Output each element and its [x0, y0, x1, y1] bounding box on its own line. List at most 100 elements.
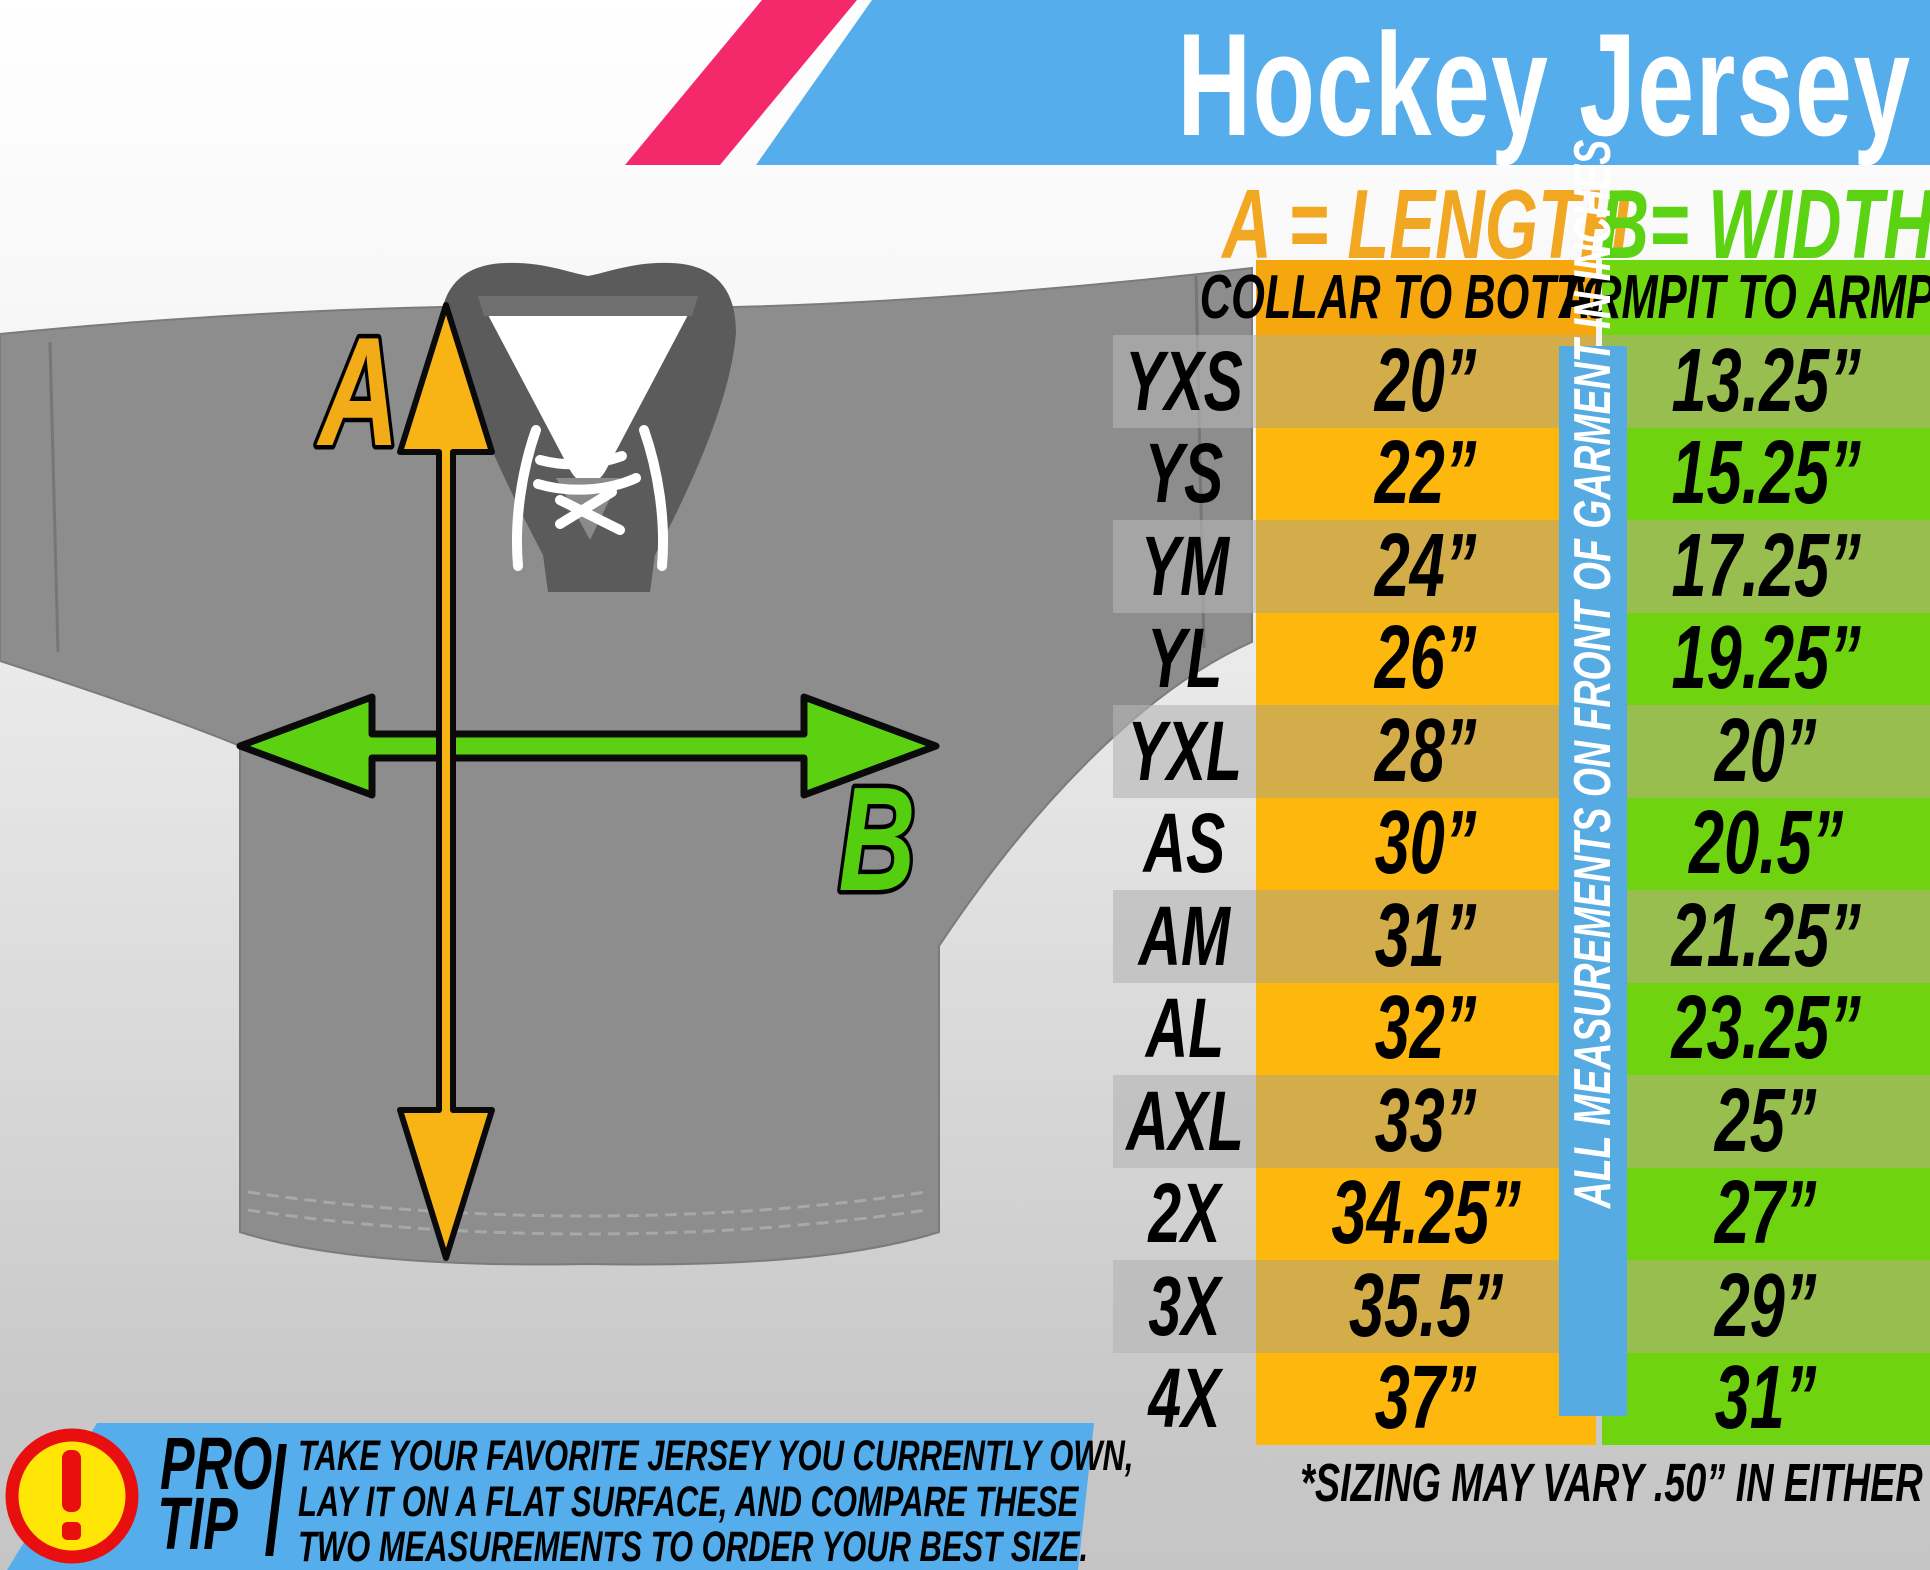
- width-cell: 20”: [1602, 701, 1930, 801]
- measurement-note-ribbon: ALL MEASUREMENTS ON FRONT OF GARMENT IN …: [1559, 140, 1627, 1416]
- page-title: Hockey Jersey: [1020, 6, 1930, 164]
- width-value: 21.25”: [1671, 885, 1861, 986]
- width-value: 20”: [1715, 700, 1817, 801]
- width-value: 27”: [1715, 1163, 1817, 1264]
- width-arrow: [236, 693, 940, 799]
- size-cell: 3X: [1113, 1258, 1256, 1353]
- length-value: 32”: [1375, 978, 1477, 1079]
- size-value: YXS: [1125, 333, 1244, 428]
- length-value: 24”: [1375, 515, 1477, 616]
- table-row: YXL 28” 20”: [1113, 701, 1930, 801]
- table-row: 2X 34.25” 27”: [1113, 1163, 1930, 1263]
- protip-body-line1: TAKE YOUR FAVORITE JERSEY YOU CURRENTLY …: [298, 1432, 1134, 1480]
- width-cell: 13.25”: [1602, 331, 1930, 431]
- width-cell: 25”: [1602, 1071, 1930, 1171]
- table-row: YM 24” 17.25”: [1113, 516, 1930, 616]
- table-row: AXL 33” 25”: [1113, 1071, 1930, 1171]
- left-cuff-seam: [48, 341, 60, 653]
- size-cell: YXS: [1113, 333, 1256, 428]
- length-value: 28”: [1375, 700, 1477, 801]
- size-value: AS: [1143, 796, 1226, 891]
- table-row: YXS 20” 13.25”: [1113, 331, 1930, 431]
- length-value: 22”: [1375, 423, 1477, 524]
- width-column-header-text: ARMPIT TO ARMPIT: [1558, 263, 1930, 332]
- length-cell: 20”: [1256, 331, 1596, 431]
- collar-inset: [478, 296, 698, 484]
- size-cell: AM: [1113, 888, 1256, 983]
- width-cell: 20.5”: [1602, 793, 1930, 893]
- size-cell: 2X: [1113, 1166, 1256, 1261]
- length-cell: 22”: [1256, 423, 1596, 523]
- size-cell: YM: [1113, 519, 1256, 613]
- width-value: 29”: [1715, 1255, 1817, 1356]
- size-cell: YL: [1113, 611, 1256, 706]
- size-value: 3X: [1148, 1258, 1221, 1353]
- width-cell: 27”: [1602, 1163, 1930, 1263]
- size-value: AL: [1145, 981, 1224, 1076]
- width-column-header: ARMPIT TO ARMPIT: [1559, 260, 1930, 335]
- length-value: 26”: [1375, 608, 1477, 709]
- length-value: 30”: [1375, 793, 1477, 894]
- width-cell: 15.25”: [1602, 423, 1930, 523]
- size-value: YXL: [1127, 703, 1242, 798]
- protip-body: TAKE YOUR FAVORITE JERSEY YOU CURRENTLY …: [298, 1433, 1133, 1570]
- width-cell: 29”: [1602, 1256, 1930, 1356]
- collar-laces: [511, 425, 669, 571]
- length-cell: 35.5”: [1256, 1256, 1596, 1356]
- length-letter-label: A: [316, 305, 399, 478]
- table-row: 3X 35.5” 29”: [1113, 1256, 1930, 1356]
- length-cell: 37”: [1256, 1348, 1596, 1448]
- jersey-illustration: [0, 262, 1253, 1266]
- width-value: 23.25”: [1671, 978, 1861, 1079]
- protip-body-line3: TWO MEASUREMENTS TO ORDER YOUR BEST SIZE…: [298, 1523, 1089, 1570]
- pink-stripe-decoration: [625, 0, 857, 165]
- collar-back-band: [478, 296, 698, 316]
- size-cell: YS: [1113, 426, 1256, 521]
- length-cell: 32”: [1256, 978, 1596, 1078]
- protip-label: PRO TIP: [136, 1427, 273, 1561]
- size-value: YS: [1145, 426, 1224, 521]
- table-row: 4X 37” 31”: [1113, 1348, 1930, 1448]
- size-cell: YXL: [1113, 703, 1256, 798]
- width-letter-label: B: [839, 757, 916, 922]
- width-value: 25”: [1715, 1070, 1817, 1171]
- length-cell: 28”: [1256, 701, 1596, 801]
- size-cell: AXL: [1113, 1073, 1256, 1168]
- width-cell: 23.25”: [1602, 978, 1930, 1078]
- width-cell: 17.25”: [1602, 516, 1930, 616]
- length-value: 20”: [1375, 330, 1477, 431]
- length-cell: 26”: [1256, 608, 1596, 708]
- length-value: 35.5”: [1348, 1255, 1504, 1356]
- size-value: YL: [1146, 611, 1223, 706]
- width-cell: 21.25”: [1602, 886, 1930, 986]
- size-value: 2X: [1148, 1166, 1221, 1261]
- table-row: YS 22” 15.25”: [1113, 423, 1930, 523]
- size-cell: AS: [1113, 796, 1256, 891]
- alert-badge: [5, 1428, 139, 1564]
- length-cell: 24”: [1256, 516, 1596, 616]
- width-cell: 19.25”: [1602, 608, 1930, 708]
- length-cell: 33”: [1256, 1071, 1596, 1171]
- width-value: 19.25”: [1671, 608, 1861, 709]
- size-table: YXS 20” 13.25” YS 22” 15.25” YM 24” 17.2…: [1113, 331, 1930, 1448]
- width-value: 15.25”: [1671, 423, 1861, 524]
- length-column-header-text: COLLAR TO BOTTOM: [1200, 263, 1652, 332]
- page-title-text: Hockey Jersey: [1177, 3, 1912, 166]
- size-value: AM: [1138, 888, 1231, 983]
- exclamation-icon: [62, 1450, 81, 1540]
- jersey-body: [0, 266, 1253, 1266]
- protip-body-line2: LAY IT ON A FLAT SURFACE, AND COMPARE TH…: [298, 1477, 1079, 1526]
- width-value: 31”: [1715, 1348, 1817, 1449]
- size-cell: AL: [1113, 981, 1256, 1076]
- sizing-variance-footnote: *SIZING MAY VARY .50” IN EITHER DIRECTIO…: [1120, 1452, 1930, 1514]
- sizing-variance-text: *SIZING MAY VARY .50” IN EITHER DIRECTIO…: [1300, 1453, 1930, 1513]
- length-value: 34.25”: [1331, 1163, 1521, 1264]
- size-value: AXL: [1125, 1073, 1244, 1168]
- length-value: 31”: [1375, 885, 1477, 986]
- length-column-header: COLLAR TO BOTTOM: [1200, 260, 1652, 335]
- protip-label-line1: PRO: [160, 1422, 273, 1505]
- width-value: 20.5”: [1688, 793, 1844, 894]
